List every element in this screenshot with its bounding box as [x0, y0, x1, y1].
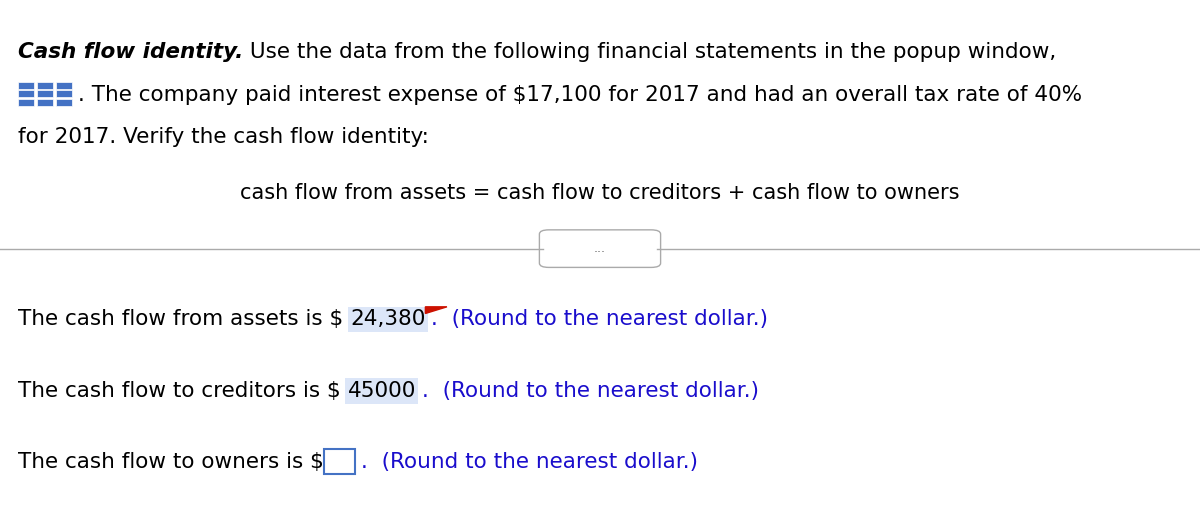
FancyBboxPatch shape: [324, 449, 355, 474]
Text: Use the data from the following financial statements in the popup window,: Use the data from the following financia…: [244, 42, 1056, 62]
Text: for 2017. Verify the cash flow identity:: for 2017. Verify the cash flow identity:: [18, 127, 428, 147]
Bar: [18, 90, 34, 97]
Text: .  (Round to the nearest dollar.): . (Round to the nearest dollar.): [422, 381, 758, 401]
Bar: [18, 99, 34, 106]
Bar: [37, 82, 53, 89]
Bar: [18, 82, 34, 89]
Text: 24,380: 24,380: [350, 309, 425, 330]
FancyBboxPatch shape: [540, 230, 661, 267]
Text: ...: ...: [594, 242, 606, 255]
Text: . The company paid interest expense of $17,100 for 2017 and had an overall tax r: . The company paid interest expense of $…: [78, 85, 1082, 105]
Text: 45000: 45000: [348, 381, 416, 401]
Text: .  (Round to the nearest dollar.): . (Round to the nearest dollar.): [361, 452, 698, 472]
Text: Cash flow identity.: Cash flow identity.: [18, 42, 244, 62]
FancyBboxPatch shape: [346, 378, 419, 404]
Text: .  (Round to the nearest dollar.): . (Round to the nearest dollar.): [431, 309, 768, 330]
Text: cash flow from assets = cash flow to creditors + cash flow to owners: cash flow from assets = cash flow to cre…: [240, 183, 960, 203]
Bar: [56, 99, 72, 106]
Text: The cash flow to creditors is $: The cash flow to creditors is $: [18, 381, 348, 401]
FancyBboxPatch shape: [348, 307, 427, 332]
Text: The cash flow from assets is $: The cash flow from assets is $: [18, 309, 350, 330]
Bar: [37, 99, 53, 106]
Bar: [56, 82, 72, 89]
Polygon shape: [425, 307, 446, 314]
Bar: [37, 90, 53, 97]
Text: The cash flow to owners is $: The cash flow to owners is $: [18, 452, 324, 472]
Bar: [56, 90, 72, 97]
